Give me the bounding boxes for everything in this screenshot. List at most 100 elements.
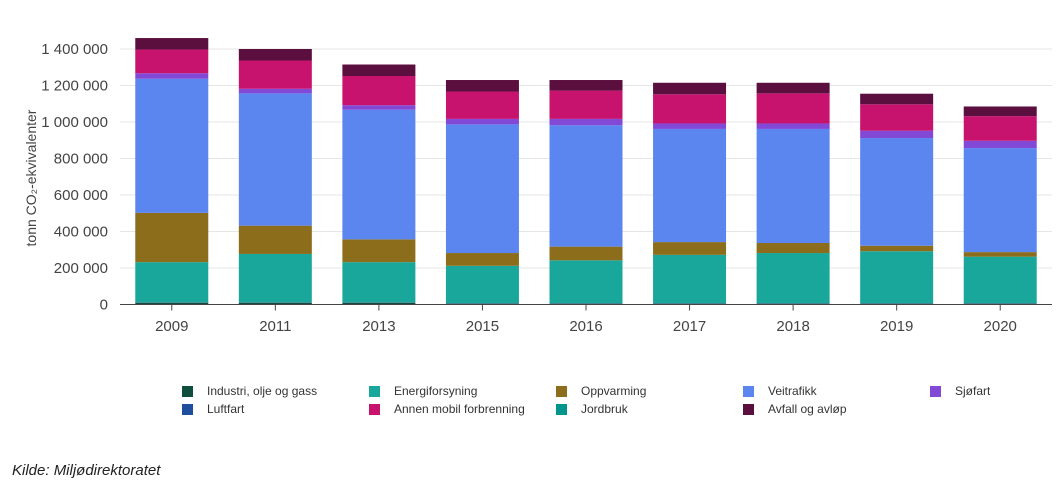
bar-segment[interactable] [238,302,312,305]
bar-segment[interactable] [963,106,1037,117]
bar-segment[interactable] [445,265,519,304]
bar-segment[interactable] [860,104,934,131]
bar-segment[interactable] [860,130,934,139]
legend-item[interactable]: Energiforsyning [369,384,477,398]
x-tick-label: 2011 [259,318,291,335]
bar-segment[interactable] [342,109,416,240]
bar-segment[interactable] [135,262,209,303]
bar-segment[interactable] [653,128,727,243]
bar-segment[interactable] [963,252,1037,257]
legend-label: Avfall og avløp [768,402,847,416]
bar-segment[interactable] [653,123,727,129]
y-axis-tick-labels: 0 200 000 400 000 600 000 800 000 1 000 000 1 … [41,41,108,314]
bar-segment[interactable] [445,91,519,119]
bar-segment[interactable] [756,123,830,129]
bar-segment[interactable] [653,94,727,124]
legend-item[interactable]: Luftfart [182,402,244,416]
y-tick-label: 1 400 000 [41,41,108,58]
y-axis-label: tonn CO₂-ekvivalenter [23,109,39,246]
legend-swatch [556,403,567,415]
legend-item[interactable]: Sjøfart [930,384,990,398]
y-tick-label: 200 000 [54,260,108,277]
legend-swatch [182,385,193,397]
bar-segment[interactable] [342,262,416,303]
bar-segment[interactable] [653,82,727,95]
bar-segment[interactable] [860,93,934,105]
x-tick-label: 2018 [776,318,809,335]
x-tick-label: 2013 [362,318,395,335]
x-tick-label: 2009 [155,318,188,335]
legend-item[interactable]: Jordbruk [556,402,628,416]
y-tick-label: 800 000 [54,151,108,168]
bar-segment[interactable] [238,253,312,303]
bar-segment[interactable] [860,138,934,246]
bar-segment[interactable] [549,260,623,304]
bar-segment[interactable] [549,118,623,126]
bar-segment[interactable] [342,105,416,110]
bar-segment[interactable] [653,242,727,255]
legend-item[interactable]: Annen mobil forbrenning [369,402,525,416]
bar-segment[interactable] [756,128,830,243]
bar-segment[interactable] [342,76,416,106]
bar-segment[interactable] [135,302,209,305]
y-tick-label: 0 [100,297,108,314]
bar-segment[interactable] [756,253,830,304]
bar-segment[interactable] [135,73,209,79]
bar-segment[interactable] [445,80,519,92]
legend-swatch [743,403,754,415]
bar-segment[interactable] [135,49,209,74]
legend-label: Sjøfart [955,384,991,398]
bar-segment[interactable] [549,125,623,247]
bar-segment[interactable] [238,49,312,61]
legend-item[interactable]: Veitrafikk [743,384,817,398]
bar-segment[interactable] [135,78,209,213]
x-tick-label: 2016 [569,318,602,335]
bar-segment[interactable] [135,38,209,50]
legend-label: Annen mobil forbrenning [394,402,525,416]
y-tick-label: 1 200 000 [41,78,108,95]
x-tick-label: 2017 [673,318,706,335]
bar-segment[interactable] [342,302,416,305]
bar-segment[interactable] [238,93,312,226]
bar-segment[interactable] [238,60,312,89]
legend-label: Energiforsyning [394,384,478,398]
bar-segment[interactable] [756,242,830,254]
bar-segment[interactable] [963,148,1037,253]
bar-segment[interactable] [756,82,830,94]
bar-segment[interactable] [342,64,416,77]
bar-segment[interactable] [963,140,1037,149]
bar-segment[interactable] [756,93,830,124]
legend-item[interactable]: Avfall og avløp [743,402,847,416]
stacked-bar-chart: 0 200 000 400 000 600 000 800 000 1 000 000 1 … [23,38,1052,335]
legend-swatch [743,385,754,397]
legend-label: Luftfart [207,402,245,416]
bar-segment[interactable] [445,253,519,266]
y-tick-label: 400 000 [54,224,108,241]
legend: Industri, olje og gass Energiforsyning O… [182,384,1042,424]
bar-segment[interactable] [342,239,416,263]
bars [135,38,1037,305]
bar-segment[interactable] [135,212,209,263]
legend-label: Jordbruk [581,402,628,416]
bar-segment[interactable] [549,90,623,119]
bar-segment[interactable] [238,88,312,94]
bar-segment[interactable] [963,256,1037,304]
bar-segment[interactable] [445,118,519,125]
legend-item[interactable]: Oppvarming [556,384,646,398]
x-tick-label: 2015 [466,318,499,335]
bar-segment[interactable] [445,124,519,254]
bar-segment[interactable] [860,245,934,252]
source-note: Kilde: Miljødirektoratet [12,462,161,479]
legend-swatch [556,385,567,397]
bar-segment[interactable] [549,80,623,91]
bar-segment[interactable] [238,225,312,254]
bar-segment[interactable] [549,246,623,261]
legend-item[interactable]: Industri, olje og gass [182,384,317,398]
y-tick-label: 1 000 000 [41,114,108,131]
bar-segment[interactable] [653,254,727,304]
y-tick-label: 600 000 [54,187,108,204]
x-tick-label: 2020 [984,318,1017,335]
bar-segment[interactable] [963,116,1037,141]
legend-label: Industri, olje og gass [207,384,318,398]
bar-segment[interactable] [860,251,934,304]
